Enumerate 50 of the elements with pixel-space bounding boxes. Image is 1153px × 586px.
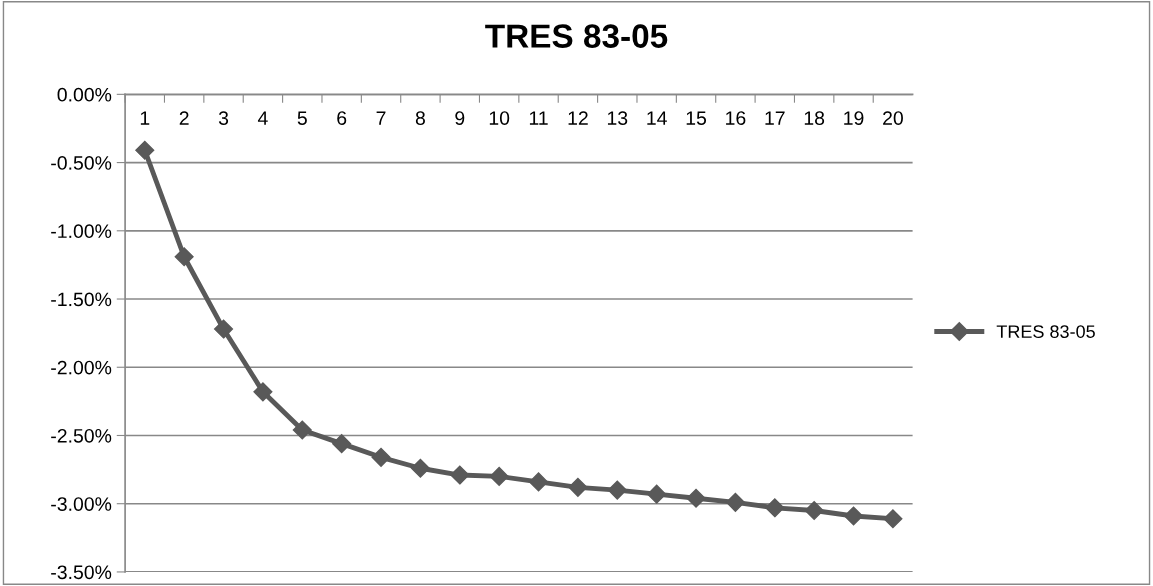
x-tick-label: 5	[297, 111, 307, 125]
x-tick-label: 14	[647, 111, 667, 125]
y-tick-label: -3.50%	[51, 565, 112, 580]
point	[647, 484, 667, 504]
point	[292, 420, 312, 440]
point	[489, 466, 509, 486]
point	[450, 465, 470, 485]
point	[135, 140, 155, 160]
point	[332, 434, 352, 454]
x-tick-label: 2	[179, 111, 189, 125]
x-tick-label: 19	[844, 111, 864, 125]
point	[568, 477, 588, 497]
x-tick-label: 12	[568, 111, 588, 125]
x-tick-label: 9	[455, 111, 465, 125]
point	[371, 447, 391, 467]
y-tick-label: -1.50%	[51, 292, 112, 307]
point	[529, 472, 549, 492]
y-tick-label: -2.00%	[51, 360, 112, 375]
x-tick-label: 11	[529, 111, 548, 125]
x-tick-label: 17	[765, 111, 785, 125]
y-tick-label: -1.00%	[51, 224, 112, 239]
x-tick-label: 13	[607, 111, 628, 125]
x-tick-label: 10	[489, 111, 510, 125]
point	[410, 458, 430, 478]
x-tick-label: 4	[257, 111, 268, 125]
y-tick-label: -2.50%	[51, 428, 112, 443]
x-tick-label: 7	[376, 111, 386, 125]
point	[174, 247, 194, 267]
x-tick-label: 18	[804, 111, 825, 125]
x-tick-label: 6	[337, 111, 347, 125]
y-tick-label: -0.50%	[51, 156, 112, 170]
legend-label: TRES 83-05	[996, 325, 1095, 338]
chart-title: TRES 83-05	[485, 24, 668, 48]
x-tick-label: 16	[726, 111, 746, 125]
y-tick-label: -3.00%	[51, 497, 112, 511]
point	[214, 319, 234, 339]
point	[765, 498, 785, 518]
y-tick-label: 0.00%	[57, 87, 112, 102]
x-tick-label: 3	[218, 111, 229, 125]
point	[686, 488, 706, 508]
x-tick-label: 8	[415, 111, 425, 125]
point	[844, 506, 864, 526]
point	[804, 500, 824, 521]
point	[253, 382, 273, 402]
point	[725, 492, 745, 512]
x-tick-label: 1	[140, 111, 150, 125]
point	[883, 509, 903, 529]
x-tick-label: 15	[686, 111, 707, 125]
point	[607, 480, 627, 500]
x-tick-label: 20	[883, 111, 903, 125]
